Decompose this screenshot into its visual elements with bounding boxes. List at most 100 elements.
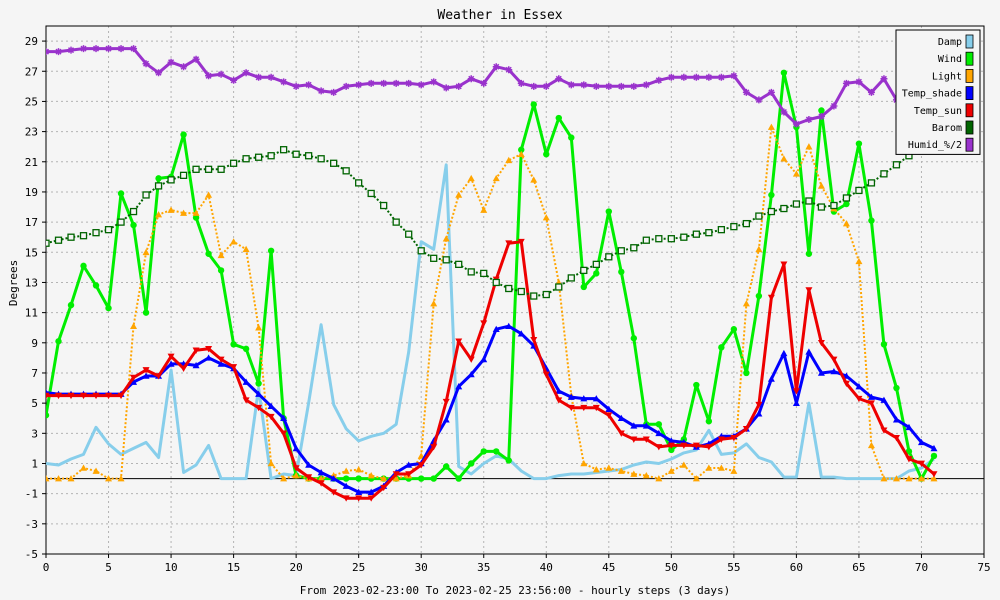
- data-point: [242, 345, 250, 353]
- data-point: [418, 475, 425, 482]
- data-point: [580, 283, 587, 291]
- data-point: [292, 150, 300, 158]
- data-point: [205, 354, 213, 361]
- data-point: [680, 442, 688, 449]
- data-point: [767, 88, 775, 96]
- x-tick-label: 45: [602, 561, 615, 574]
- data-point: [154, 182, 163, 190]
- data-point: [55, 338, 62, 345]
- data-point: [142, 309, 150, 316]
- data-point: [505, 322, 513, 330]
- data-point: [355, 488, 363, 495]
- data-point: [880, 475, 888, 482]
- data-point: [279, 146, 288, 154]
- data-point: [655, 475, 663, 482]
- y-axis-label: Degrees: [7, 260, 20, 306]
- x-tick-label: 50: [665, 561, 678, 574]
- data-point: [930, 444, 938, 452]
- data-point: [280, 430, 288, 437]
- data-point: [317, 475, 325, 482]
- data-point: [880, 341, 888, 348]
- data-point: [693, 381, 700, 389]
- data-point: [867, 400, 875, 407]
- data-point: [805, 348, 813, 355]
- data-point: [442, 235, 450, 242]
- data-point: [717, 464, 725, 471]
- y-tick-label: 11: [25, 307, 38, 320]
- data-point: [317, 87, 325, 95]
- data-point: [179, 171, 188, 179]
- x-tick-label: 35: [477, 561, 490, 574]
- data-point: [680, 73, 688, 81]
- data-point: [843, 200, 850, 208]
- data-point: [930, 452, 938, 460]
- y-tick-label: 5: [31, 397, 38, 410]
- data-point: [130, 374, 138, 381]
- data-point: [317, 480, 325, 487]
- data-point: [342, 467, 350, 474]
- data-point: [480, 206, 488, 213]
- data-point: [655, 76, 663, 84]
- data-point: [317, 155, 325, 163]
- data-point: [392, 475, 400, 482]
- data-point: [917, 460, 925, 467]
- data-point: [467, 174, 475, 182]
- x-tick-label: 60: [790, 561, 803, 574]
- data-point: [867, 393, 875, 400]
- data-point: [730, 326, 738, 333]
- data-point: [617, 247, 625, 255]
- series-damp: [46, 163, 935, 481]
- x-tick-label: 5: [105, 561, 112, 574]
- data-point: [667, 235, 675, 243]
- data-point: [517, 238, 525, 246]
- data-point: [530, 336, 538, 344]
- data-point: [67, 301, 75, 309]
- data-point: [817, 340, 825, 347]
- data-point: [430, 254, 438, 262]
- y-tick-label: -5: [25, 548, 38, 561]
- data-point: [167, 353, 175, 360]
- data-point: [80, 464, 88, 471]
- data-point: [480, 79, 488, 87]
- data-point: [205, 72, 213, 80]
- data-point: [592, 395, 600, 402]
- x-tick-label: 30: [415, 561, 428, 574]
- data-point: [692, 73, 700, 81]
- data-point: [155, 175, 162, 182]
- data-point: [467, 370, 475, 378]
- data-point: [518, 146, 525, 153]
- data-point: [367, 79, 375, 87]
- data-point: [642, 422, 650, 429]
- data-point: [818, 107, 825, 114]
- data-point: [842, 194, 851, 202]
- data-point: [617, 430, 625, 437]
- data-point: [242, 245, 250, 253]
- data-point: [230, 238, 238, 245]
- data-point: [567, 393, 575, 400]
- data-point: [555, 283, 563, 291]
- data-point: [280, 414, 288, 422]
- data-point: [730, 222, 738, 231]
- data-point: [592, 466, 600, 473]
- data-point: [530, 176, 538, 183]
- x-tick-label: 10: [164, 561, 177, 574]
- data-point: [155, 69, 163, 77]
- data-point: [655, 421, 663, 428]
- data-point: [167, 360, 175, 367]
- legend-label: Wind: [938, 54, 962, 65]
- data-point: [892, 435, 900, 442]
- data-point: [792, 120, 800, 128]
- data-point: [305, 474, 313, 481]
- legend-swatch: [965, 103, 974, 118]
- data-point: [455, 260, 463, 269]
- data-point: [642, 236, 650, 244]
- data-point: [67, 46, 75, 54]
- data-point: [380, 201, 388, 210]
- data-point: [342, 495, 350, 502]
- data-point: [180, 209, 188, 216]
- data-point: [605, 405, 613, 412]
- data-point: [630, 470, 638, 477]
- data-point: [455, 383, 463, 390]
- data-point: [892, 416, 900, 423]
